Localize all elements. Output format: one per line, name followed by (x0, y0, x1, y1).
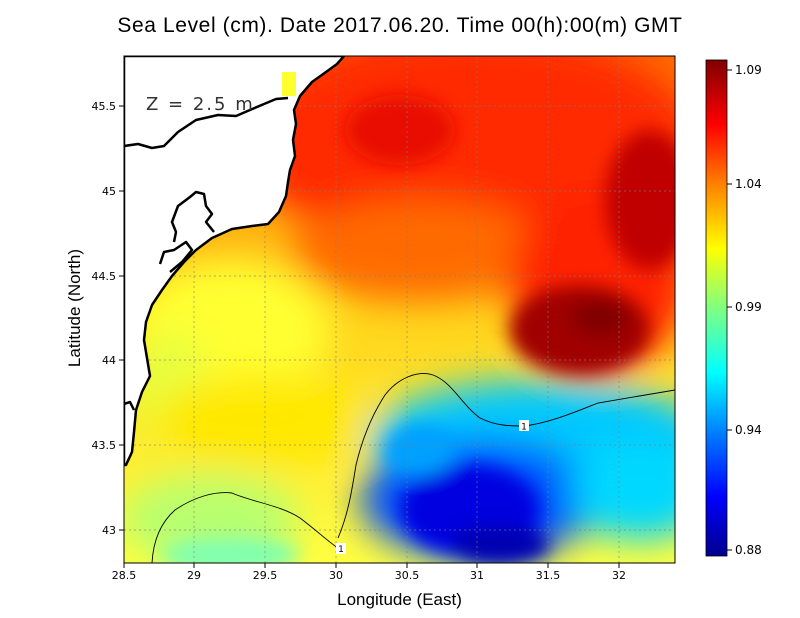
y-tick-label: 44.5 (92, 270, 117, 283)
lagoon-coastline (158, 240, 194, 273)
colorbar-label: 1.09 (735, 63, 762, 77)
x-axis-label: Longitude (East) (337, 590, 462, 609)
land-yellow-patch (282, 72, 296, 96)
y-tick-labels: 43 43.5 44 44.5 45 45.5 (92, 100, 117, 537)
spit-coastline (124, 400, 136, 411)
x-tick-labels: 28.5 29 29.5 30 30.5 31 31.5 32 (112, 569, 626, 582)
colorbar-label: 1.04 (735, 177, 762, 191)
estuary-coastline (124, 96, 289, 150)
land-mass (124, 56, 346, 467)
y-tick-label: 43.5 (92, 439, 117, 452)
contour-label-2: 1 (336, 543, 346, 555)
colorbar-label: 0.94 (735, 423, 762, 437)
y-axis-label: Latitude (North) (65, 248, 84, 368)
colorbar-label: 0.88 (735, 543, 762, 557)
x-ticks (123, 563, 620, 568)
x-tick-label: 31.5 (536, 569, 561, 582)
x-tick-label: 30.5 (395, 569, 420, 582)
contour-line-east (337, 373, 675, 539)
x-tick-label: 30 (329, 569, 343, 582)
plot-frame (123, 55, 676, 564)
y-tick-label: 45 (102, 185, 116, 198)
x-tick-label: 31 (470, 569, 484, 582)
y-ticks (119, 105, 124, 531)
svg-text:1: 1 (521, 423, 527, 433)
contour-line-west (151, 492, 339, 563)
sea-level-field: 1 1 Z = 2.5 m (124, 56, 675, 563)
x-tick-label: 29 (187, 569, 201, 582)
y-tick-label: 45.5 (92, 100, 117, 113)
x-tick-label: 32 (612, 569, 626, 582)
estuary-coastline-south (170, 190, 215, 243)
contour-label-1: 1 (519, 420, 529, 433)
svg-text:1: 1 (338, 545, 344, 555)
colorbar: 1.09 1.04 0.99 0.94 0.88 (705, 59, 762, 557)
x-tick-label: 29.5 (253, 569, 278, 582)
colorbar-label: 0.99 (735, 300, 762, 314)
y-tick-label: 44 (102, 354, 116, 367)
y-tick-label: 43 (102, 524, 116, 537)
colorbar-gradient (705, 59, 728, 557)
x-tick-label: 28.5 (112, 569, 137, 582)
map-title: Sea Level (cm). Date 2017.06.20. Time 00… (117, 14, 683, 37)
depth-label: Z = 2.5 m (146, 94, 255, 115)
